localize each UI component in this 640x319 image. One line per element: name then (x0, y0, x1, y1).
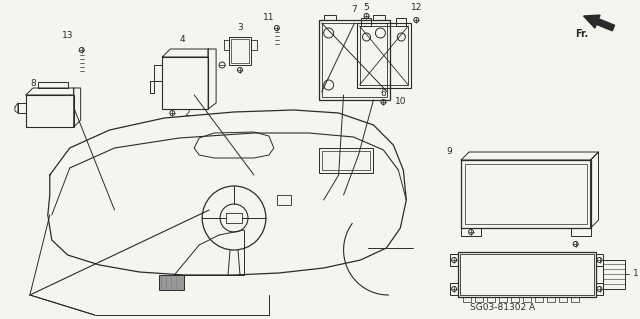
Bar (463, 297, 471, 302)
Bar (499, 297, 507, 302)
Bar (571, 297, 579, 302)
Text: SG03-81302 A: SG03-81302 A (470, 303, 536, 313)
Text: 5: 5 (364, 3, 369, 11)
Text: 8: 8 (30, 78, 36, 87)
Bar (461, 228, 481, 236)
Bar (450, 283, 458, 295)
Bar (547, 297, 555, 302)
Bar (26, 95, 74, 127)
Bar (475, 297, 483, 302)
Bar (596, 254, 604, 266)
Bar (322, 151, 371, 170)
Bar (163, 57, 208, 109)
Text: 3: 3 (237, 23, 243, 32)
Text: 4: 4 (179, 35, 185, 44)
Bar (604, 260, 625, 289)
Bar (487, 297, 495, 302)
Bar (465, 164, 587, 224)
Bar (535, 297, 543, 302)
Bar (324, 15, 335, 20)
Text: 12: 12 (411, 3, 422, 11)
Bar (159, 275, 184, 290)
Bar (596, 283, 604, 295)
Bar (319, 20, 390, 100)
Bar (360, 26, 408, 85)
FancyArrow shape (584, 15, 614, 31)
Bar (231, 39, 249, 63)
Bar (461, 160, 591, 228)
Bar (571, 228, 591, 236)
Text: Fr.: Fr. (575, 29, 589, 39)
Bar (511, 297, 519, 302)
Bar (450, 254, 458, 266)
Text: 9: 9 (446, 147, 452, 157)
Bar (319, 148, 374, 173)
Text: 1: 1 (634, 270, 639, 278)
Bar (322, 23, 387, 97)
Text: 2: 2 (184, 108, 190, 117)
Bar (458, 252, 596, 297)
Text: 13: 13 (62, 31, 74, 40)
Text: 10: 10 (396, 98, 407, 107)
Bar (374, 15, 385, 20)
Bar (356, 23, 412, 88)
Bar (362, 18, 371, 26)
Bar (559, 297, 566, 302)
Bar (229, 37, 251, 65)
Bar (277, 195, 291, 205)
Bar (523, 297, 531, 302)
Bar (460, 254, 593, 295)
Text: 6: 6 (381, 90, 387, 99)
Bar (396, 18, 406, 26)
Text: 11: 11 (263, 13, 275, 23)
Text: 7: 7 (351, 5, 357, 14)
